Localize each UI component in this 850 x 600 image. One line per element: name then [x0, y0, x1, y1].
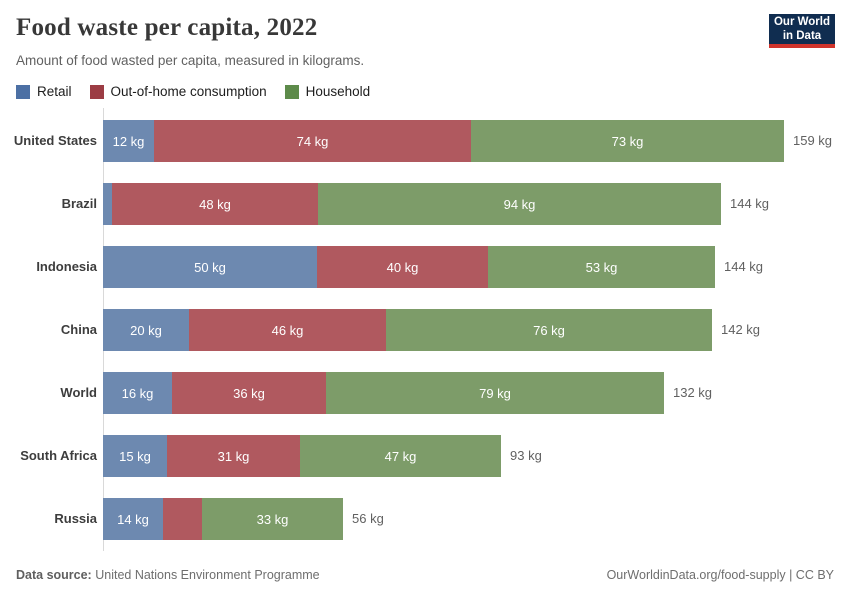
segment-value-label: 50 kg — [194, 259, 226, 275]
segment-value-label: 73 kg — [611, 133, 644, 149]
segment-value-label: 20 kg — [130, 322, 162, 338]
legend-item-out-of-home-consumption: Out-of-home consumption — [89, 84, 267, 99]
chart-subtitle: Amount of food wasted per capita, measur… — [16, 53, 365, 68]
owid-logo-line2: in Data — [782, 30, 822, 42]
chart-row-russia: Russia 14 kg 33 kg 56 kg — [0, 498, 850, 540]
segment-value-label: 14 kg — [117, 511, 149, 527]
segment-value-label: 40 kg — [386, 259, 419, 275]
chart-legend: Retail Out-of-home consumption Household — [16, 84, 370, 99]
data-source: Data source: United Nations Environment … — [16, 568, 320, 582]
data-source-value: United Nations Environment Programme — [95, 568, 320, 582]
segment-value-label: 94 kg — [503, 196, 536, 212]
legend-label: Household — [305, 84, 371, 99]
category-label: Indonesia — [36, 259, 97, 274]
chart-row-south-africa: South Africa 15 kg 31 kg 47 kg 93 kg — [0, 435, 850, 477]
bar-segment-out-of-home-consumption — [163, 498, 202, 540]
segment-value-label: 74 kg — [296, 133, 329, 149]
total-value-label: 144 kg — [724, 259, 764, 274]
bar-segment-out-of-home-consumption: 31 kg — [167, 435, 300, 477]
bar-segment-out-of-home-consumption: 48 kg — [112, 183, 318, 225]
segment-value-label: 33 kg — [256, 511, 289, 527]
segment-value-label: 12 kg — [112, 133, 145, 149]
category-label: World — [60, 385, 97, 400]
bar-segment-household: 79 kg — [326, 372, 664, 414]
credit-link[interactable]: OurWorldinData.org/food-supply | CC BY — [606, 568, 834, 582]
segment-value-label: 53 kg — [585, 259, 618, 275]
category-label: Russia — [54, 511, 97, 526]
total-value-label: 142 kg — [721, 322, 761, 337]
segment-value-label: 31 kg — [217, 448, 250, 464]
bar-segment-retail: 15 kg — [103, 435, 167, 477]
total-value-label: 159 kg — [793, 133, 833, 148]
segment-value-label: 79 kg — [479, 385, 511, 401]
category-label: Brazil — [61, 196, 97, 211]
total-value-label: 93 kg — [510, 448, 542, 463]
chart-row-world: World 16 kg 36 kg 79 kg 132 kg — [0, 372, 850, 414]
total-value-label: 144 kg — [730, 196, 770, 211]
bar-segment-household: 47 kg — [300, 435, 501, 477]
legend-item-retail: Retail — [16, 84, 72, 99]
bar-segment-retail: 20 kg — [103, 309, 189, 351]
bar-segment-retail: 12 kg — [103, 120, 154, 162]
data-source-label: Data source: — [16, 568, 92, 582]
segment-value-label: 46 kg — [271, 322, 304, 338]
segment-value-label: 47 kg — [384, 448, 417, 464]
legend-item-household: Household — [284, 84, 371, 99]
bar-segment-out-of-home-consumption: 36 kg — [172, 372, 326, 414]
bar-segment-household: 33 kg — [202, 498, 343, 540]
bar-segment-out-of-home-consumption: 46 kg — [189, 309, 386, 351]
bar-segment-out-of-home-consumption: 74 kg — [154, 120, 471, 162]
legend-swatch-retail — [16, 84, 30, 99]
legend-label: Out-of-home consumption — [110, 84, 267, 99]
segment-value-label: 16 kg — [121, 385, 154, 401]
bar-segment-household: 53 kg — [488, 246, 715, 288]
bar-segment-retail: 16 kg — [103, 372, 172, 414]
segment-value-label: 36 kg — [233, 385, 265, 401]
bar-segment-household: 73 kg — [471, 120, 784, 162]
category-label: China — [60, 322, 97, 337]
total-value-label: 56 kg — [352, 511, 384, 526]
segment-value-label: 76 kg — [533, 322, 565, 338]
bar-segment-retail — [103, 183, 112, 225]
bar-segment-retail: 50 kg — [103, 246, 317, 288]
chart-row-united-states: United States 12 kg 74 kg 73 kg 159 kg — [0, 120, 850, 162]
segment-value-label: 15 kg — [119, 448, 151, 464]
legend-swatch-out-of-home-consumption — [89, 84, 104, 99]
legend-label: Retail — [37, 84, 72, 99]
category-label: United States — [13, 133, 97, 148]
owid-logo-line1: Our World — [773, 15, 830, 28]
segment-value-label: 48 kg — [199, 196, 231, 212]
chart-row-china: China 20 kg 46 kg 76 kg 142 kg — [0, 309, 850, 351]
owid-logo[interactable]: Our World in Data — [769, 14, 835, 48]
chart-row-indonesia: Indonesia 50 kg 40 kg 53 kg 144 kg — [0, 246, 850, 288]
category-label: South Africa — [20, 448, 97, 463]
bar-segment-retail: 14 kg — [103, 498, 163, 540]
bar-segment-household: 76 kg — [386, 309, 712, 351]
chart-row-brazil: Brazil 48 kg 94 kg 144 kg — [0, 183, 850, 225]
bar-segment-household: 94 kg — [318, 183, 721, 225]
legend-swatch-household — [284, 84, 299, 99]
page-title: Food waste per capita, 2022 — [16, 14, 318, 41]
bar-segment-out-of-home-consumption: 40 kg — [317, 246, 488, 288]
total-value-label: 132 kg — [673, 385, 713, 400]
